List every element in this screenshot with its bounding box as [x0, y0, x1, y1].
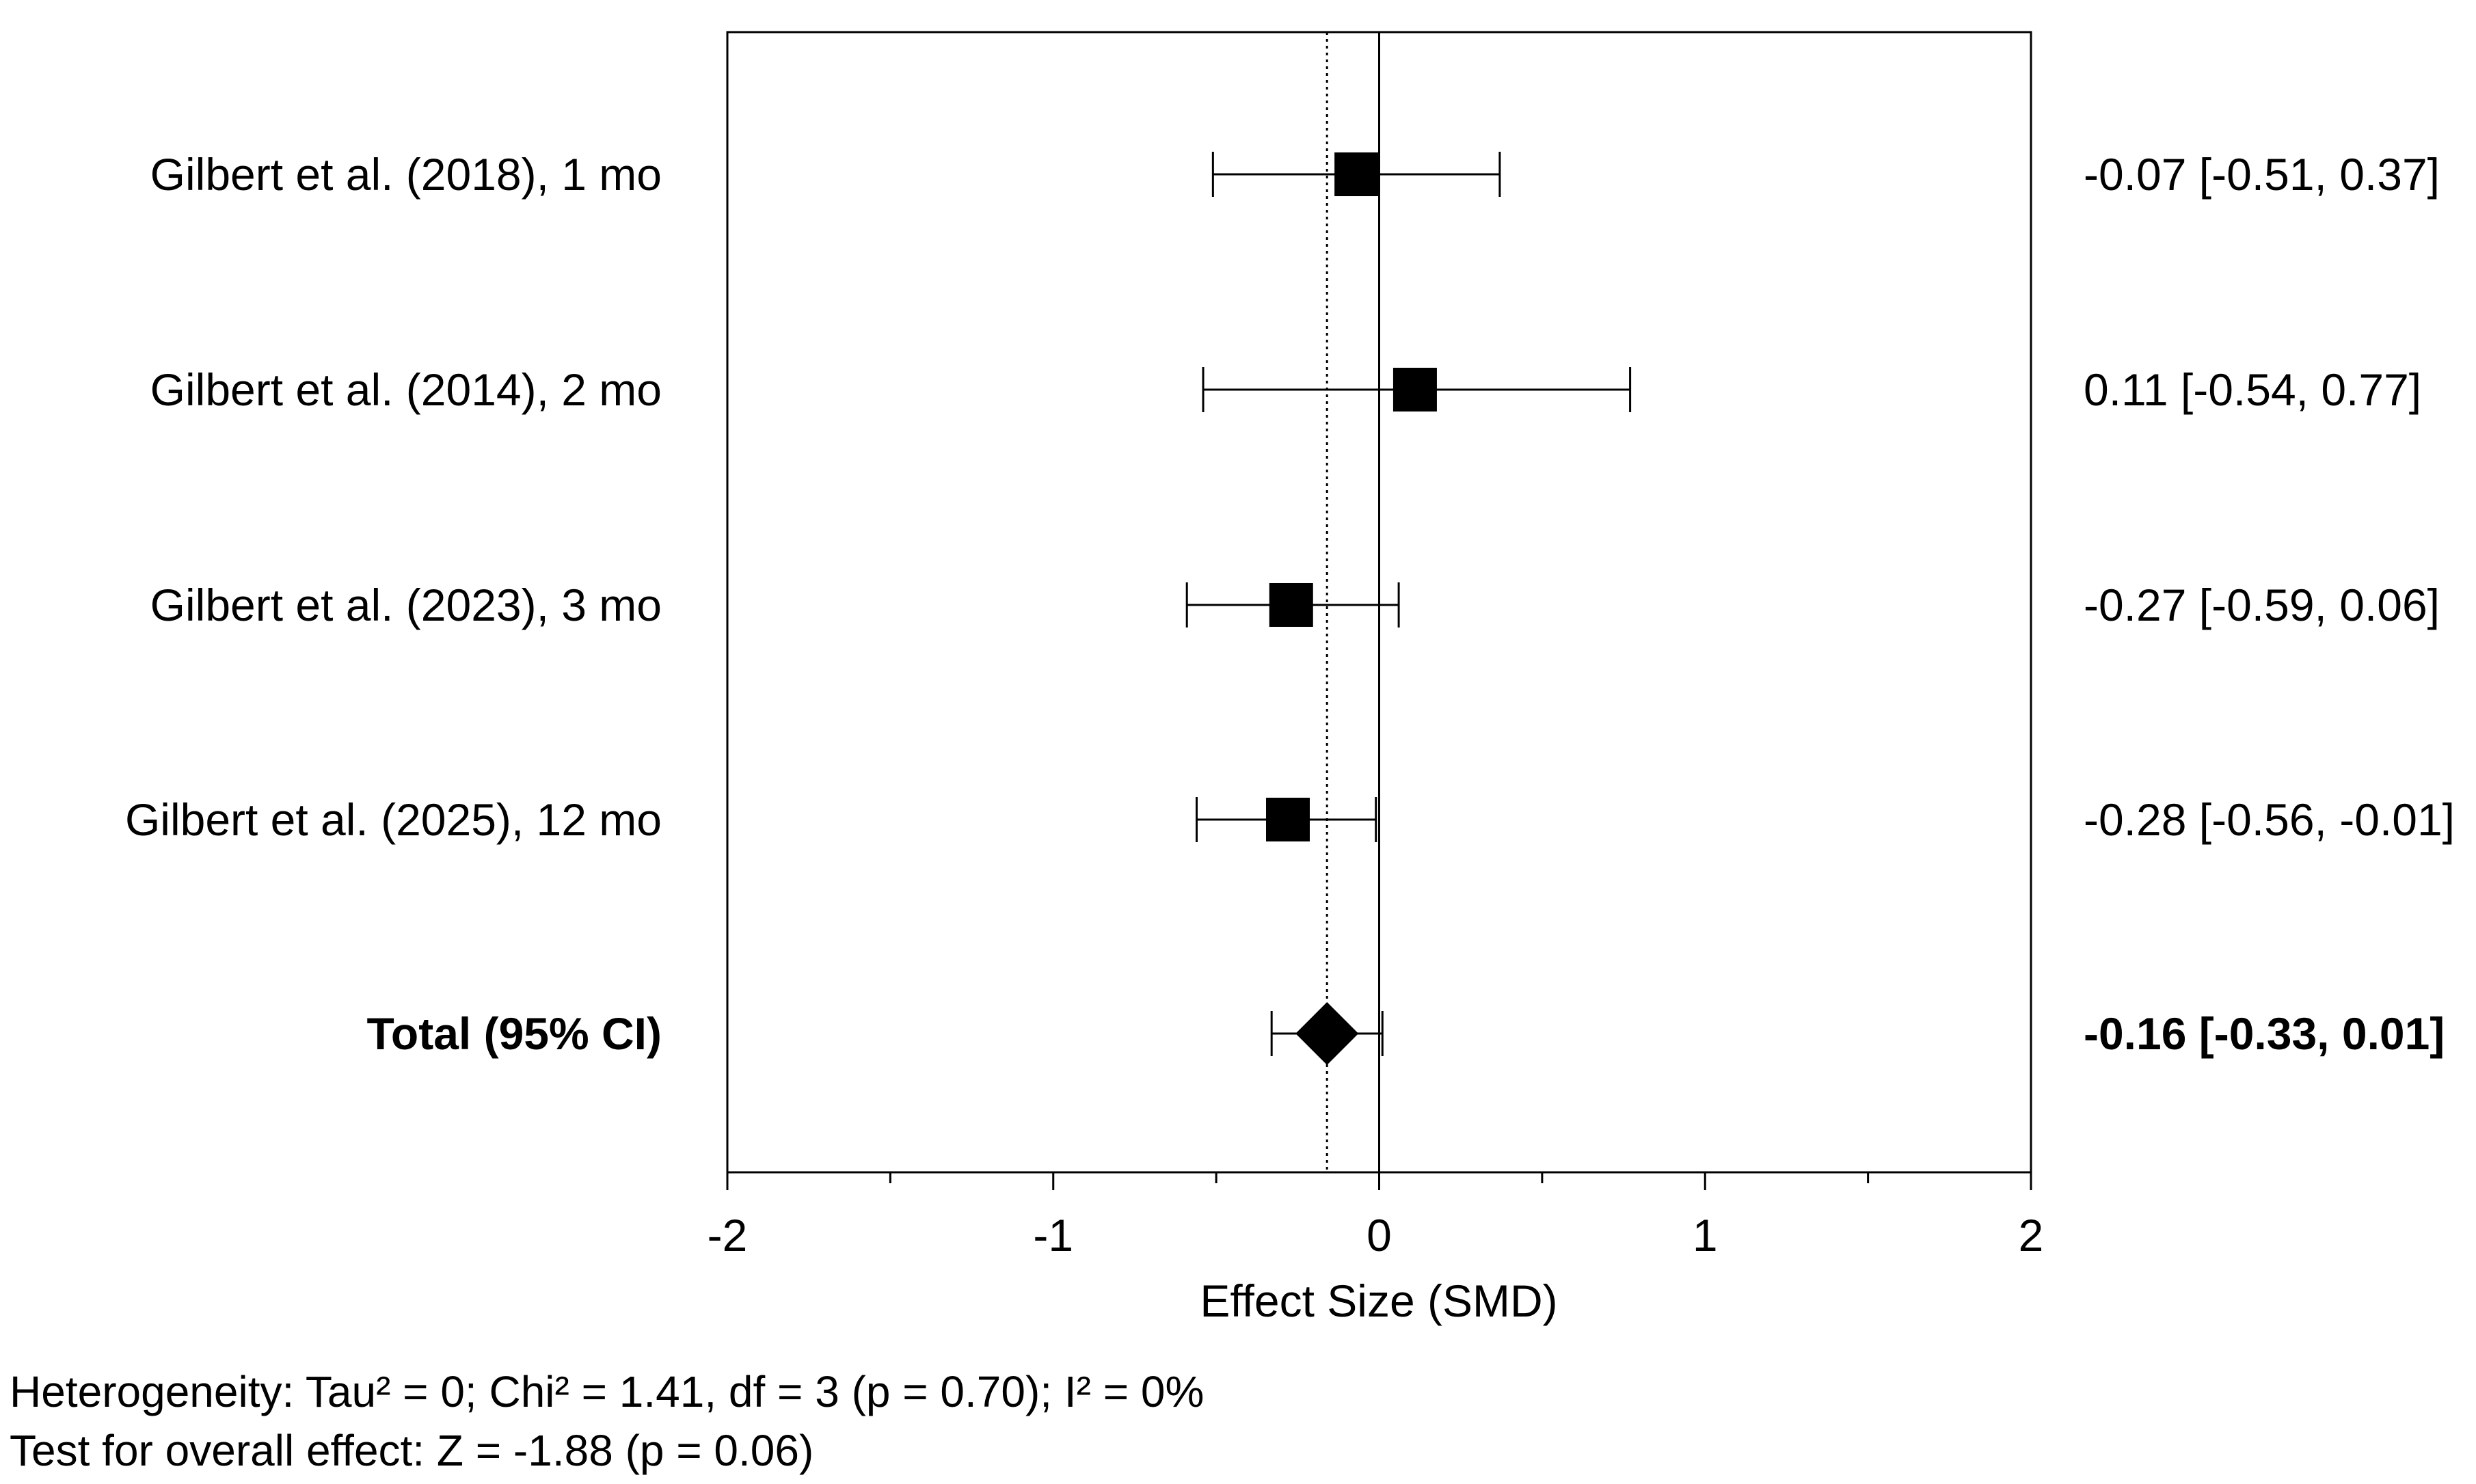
point-estimate-square — [1269, 583, 1313, 627]
heterogeneity-text: Heterogeneity: Tau² = 0; Chi² = 1.41, df… — [10, 1367, 1205, 1416]
pooled-diamond — [1295, 1002, 1359, 1065]
point-estimate-square — [1334, 152, 1379, 196]
x-tick-label: 1 — [1693, 1210, 1718, 1260]
x-tick-label: -2 — [708, 1210, 748, 1260]
x-tick-label: 0 — [1367, 1210, 1392, 1260]
overall-effect-text: Test for overall effect: Z = -1.88 (p = … — [10, 1426, 814, 1475]
study-ci-text: -0.07 [-0.51, 0.37] — [2084, 149, 2440, 200]
x-tick-label: 2 — [2019, 1210, 2044, 1260]
point-estimate-square — [1266, 798, 1310, 841]
point-estimate-square — [1392, 368, 1437, 412]
total-ci-text: -0.16 [-0.33, 0.01] — [2084, 1008, 2445, 1059]
total-label: Total (95% CI) — [367, 1008, 662, 1059]
x-axis-label: Effect Size (SMD) — [1200, 1276, 1557, 1326]
study-ci-text: -0.28 [-0.56, -0.01] — [2084, 794, 2455, 845]
x-tick-label: -1 — [1033, 1210, 1073, 1260]
study-label: Gilbert et al. (2014), 2 mo — [150, 364, 662, 415]
study-label: Gilbert et al. (2023), 3 mo — [150, 580, 662, 630]
study-label: Gilbert et al. (2018), 1 mo — [150, 149, 662, 200]
study-ci-text: -0.27 [-0.59, 0.06] — [2084, 580, 2440, 630]
study-label: Gilbert et al. (2025), 12 mo — [125, 794, 662, 845]
study-ci-text: 0.11 [-0.54, 0.77] — [2084, 364, 2421, 415]
